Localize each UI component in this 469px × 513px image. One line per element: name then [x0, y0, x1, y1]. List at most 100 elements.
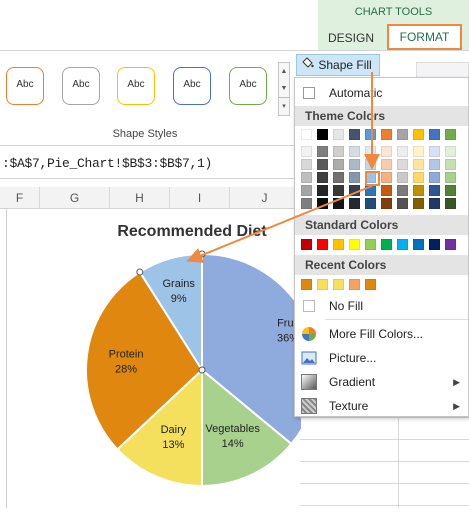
standard-color-swatch[interactable]	[349, 239, 360, 250]
shape-style-gray[interactable]: Abc	[62, 67, 100, 105]
standard-color-swatch[interactable]	[333, 239, 344, 250]
theme-shade-swatch[interactable]	[333, 172, 344, 183]
data-label-value[interactable]: 36%	[277, 332, 299, 344]
theme-shade-swatch[interactable]	[397, 146, 408, 157]
standard-color-swatch[interactable]	[445, 239, 456, 250]
standard-color-swatch[interactable]	[381, 239, 392, 250]
shape-style-gold[interactable]: Abc	[117, 67, 155, 105]
theme-shade-swatch[interactable]	[333, 185, 344, 196]
theme-shade-swatch[interactable]	[397, 185, 408, 196]
data-label-name[interactable]: Vegetables	[205, 423, 260, 435]
theme-color-swatch[interactable]	[413, 129, 424, 140]
theme-shade-swatch[interactable]	[413, 159, 424, 170]
shape-fill-button[interactable]: Shape Fill ▾	[296, 54, 380, 91]
theme-shade-swatch[interactable]	[381, 172, 392, 183]
theme-shade-swatch[interactable]	[317, 159, 328, 170]
data-label-value[interactable]: 9%	[171, 293, 187, 305]
theme-color-swatch[interactable]	[381, 129, 392, 140]
theme-shade-swatch[interactable]	[397, 172, 408, 183]
selection-handle[interactable]	[136, 268, 144, 276]
theme-color-swatch[interactable]	[349, 129, 360, 140]
theme-shade-swatch[interactable]	[317, 146, 328, 157]
theme-shade-swatch[interactable]	[317, 185, 328, 196]
data-label-value[interactable]: 13%	[162, 439, 184, 451]
theme-shade-swatch[interactable]	[381, 146, 392, 157]
theme-shade-swatch[interactable]	[445, 159, 456, 170]
recent-color-swatch[interactable]	[365, 279, 376, 290]
gallery-more-icon[interactable]: ▾	[279, 97, 289, 115]
theme-shade-swatch[interactable]	[333, 159, 344, 170]
standard-color-swatch[interactable]	[429, 239, 440, 250]
data-label-name[interactable]: Dairy	[161, 424, 187, 436]
theme-shade-swatch[interactable]	[301, 172, 312, 183]
pie-slice-vegetables[interactable]	[201, 367, 293, 488]
theme-shade-swatch[interactable]	[413, 172, 424, 183]
shape-style-blue[interactable]: Abc	[173, 67, 211, 105]
theme-shade-swatch[interactable]	[301, 198, 312, 209]
column-header-f[interactable]: F	[0, 187, 40, 209]
shape-style-green[interactable]: Abc	[229, 67, 267, 105]
texture-option[interactable]: Texture ▶	[295, 394, 468, 418]
chart-title[interactable]: Recommended Diet	[117, 223, 267, 240]
theme-shade-swatch[interactable]	[413, 185, 424, 196]
data-label-name[interactable]: Protein	[109, 348, 144, 360]
picture-option[interactable]: Picture...	[295, 346, 468, 370]
theme-shade-swatch[interactable]	[445, 198, 456, 209]
theme-shade-swatch[interactable]	[381, 159, 392, 170]
theme-shade-swatch[interactable]	[445, 172, 456, 183]
gradient-option[interactable]: Gradient ▶	[295, 370, 468, 394]
recent-color-swatch[interactable]	[333, 279, 344, 290]
theme-shade-swatch[interactable]	[381, 198, 392, 209]
theme-shade-swatch[interactable]	[365, 198, 376, 209]
gallery-down-icon[interactable]: ▼	[280, 85, 288, 92]
theme-color-swatch[interactable]	[445, 129, 456, 140]
pie-slice-dairy[interactable]	[116, 367, 203, 488]
theme-shade-swatch[interactable]	[333, 198, 344, 209]
theme-shade-swatch[interactable]	[413, 198, 424, 209]
recent-color-swatch[interactable]	[301, 279, 312, 290]
theme-shade-swatch[interactable]	[429, 159, 440, 170]
more-fill-colors-option[interactable]: More Fill Colors...	[295, 322, 468, 346]
theme-shade-swatch[interactable]	[429, 198, 440, 209]
theme-shade-swatch[interactable]	[333, 146, 344, 157]
theme-shade-swatch[interactable]	[429, 185, 440, 196]
theme-shade-swatch[interactable]	[317, 172, 328, 183]
theme-shade-swatch[interactable]	[445, 185, 456, 196]
theme-shade-swatch[interactable]	[397, 159, 408, 170]
theme-shade-swatch[interactable]	[397, 198, 408, 209]
style-gallery-scroll[interactable]: ▲ ▼ ▾	[278, 62, 290, 116]
theme-shade-swatch[interactable]	[381, 185, 392, 196]
theme-shade-swatch[interactable]	[429, 146, 440, 157]
tab-format[interactable]: FORMAT	[387, 24, 462, 50]
theme-color-swatch[interactable]	[365, 129, 376, 140]
data-label-value[interactable]: 28%	[115, 363, 137, 375]
theme-color-swatch[interactable]	[397, 129, 408, 140]
theme-color-swatch[interactable]	[317, 129, 328, 140]
standard-color-swatch[interactable]	[397, 239, 408, 250]
column-header-g[interactable]: G	[40, 187, 110, 209]
recent-color-swatch[interactable]	[317, 279, 328, 290]
formula-bar[interactable]: :$A$7,Pie_Chart!$B$3:$B$7,1)	[2, 156, 213, 171]
tab-design[interactable]: DESIGN	[327, 31, 374, 45]
theme-shade-swatch[interactable]	[301, 159, 312, 170]
theme-color-swatch[interactable]	[301, 129, 312, 140]
theme-shade-swatch[interactable]	[445, 146, 456, 157]
standard-color-swatch[interactable]	[301, 239, 312, 250]
pie-chart[interactable]: Recommended Diet Fruit 36% Vegetables 14% Da…	[7, 209, 319, 508]
theme-shade-swatch[interactable]	[301, 146, 312, 157]
automatic-option[interactable]: Automatic	[295, 82, 468, 104]
column-header-i[interactable]: I	[170, 187, 230, 209]
theme-shade-swatch[interactable]	[349, 198, 360, 209]
theme-color-swatch[interactable]	[429, 129, 440, 140]
theme-shade-swatch[interactable]	[429, 172, 440, 183]
data-label-name[interactable]: Grains	[162, 278, 195, 290]
shape-style-orange[interactable]: Abc	[6, 67, 44, 105]
theme-shade-swatch[interactable]	[301, 185, 312, 196]
theme-shade-swatch[interactable]	[349, 172, 360, 183]
chart-area[interactable]: Recommended Diet Fruit 36% Vegetables 14% Da…	[6, 209, 319, 508]
standard-color-swatch[interactable]	[365, 239, 376, 250]
standard-color-swatch[interactable]	[317, 239, 328, 250]
recent-color-swatch[interactable]	[349, 279, 360, 290]
no-fill-option[interactable]: No Fill	[295, 295, 468, 317]
theme-shade-swatch[interactable]	[349, 146, 360, 157]
